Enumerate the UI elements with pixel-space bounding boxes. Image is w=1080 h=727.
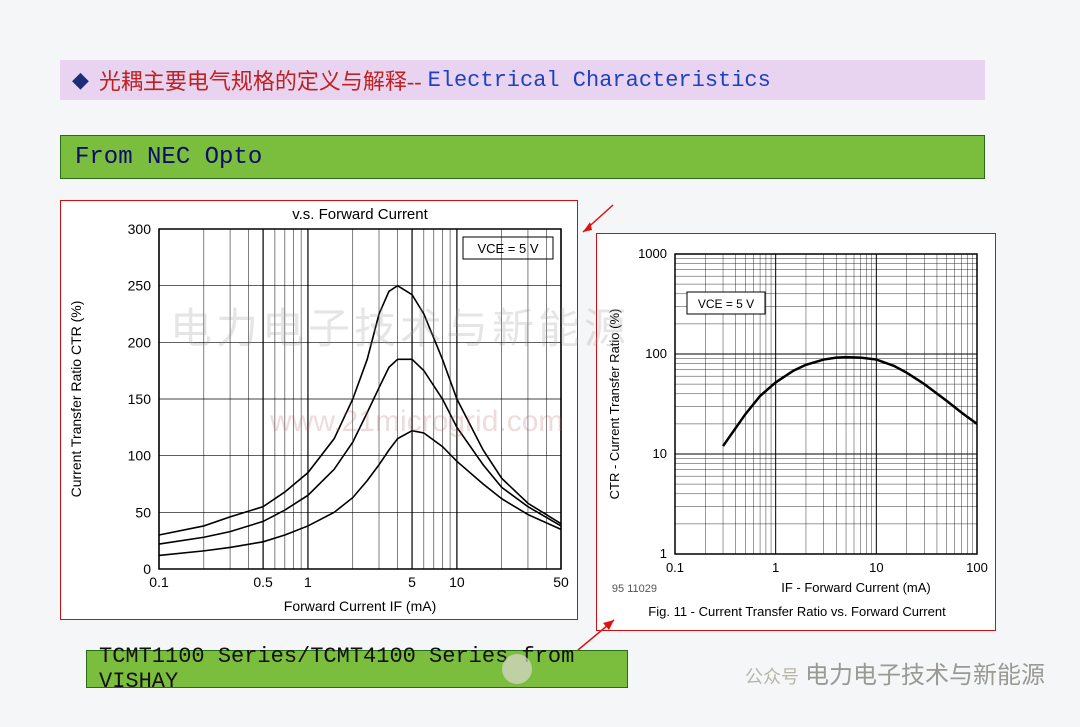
svg-text:1000: 1000 [638, 246, 667, 261]
svg-text:VCE = 5 V: VCE = 5 V [477, 241, 538, 256]
footer-main: 电力电子技术与新能源 [805, 663, 1045, 689]
svg-text:1: 1 [304, 574, 312, 590]
svg-text:10: 10 [653, 446, 667, 461]
svg-text:95 11029: 95 11029 [612, 583, 657, 595]
svg-text:250: 250 [128, 278, 152, 294]
source1-text: From NEC Opto [75, 144, 262, 171]
chart2-svg: 0.11101001101001000VCE = 5 VIF - Forward… [597, 234, 997, 632]
svg-text:100: 100 [128, 448, 152, 464]
chart1-container: v.s. Forward CurrentVCE = 5 V05010015020… [60, 200, 578, 620]
footer-watermark: 公众号 电力电子技术与新能源 [745, 655, 1045, 690]
wechat-icon [502, 654, 532, 684]
source-label-nec: From NEC Opto [60, 135, 985, 179]
title-cn: 光耦主要电气规格的定义与解释-- [99, 64, 422, 96]
chart1-svg: v.s. Forward CurrentVCE = 5 V05010015020… [61, 201, 579, 621]
svg-text:VCE = 5 V: VCE = 5 V [698, 297, 754, 311]
source2-text: TCMT1100 Series/TCMT4100 Series from VIS… [99, 644, 627, 694]
svg-text:50: 50 [553, 574, 569, 590]
svg-text:0.5: 0.5 [253, 574, 273, 590]
svg-text:10: 10 [449, 574, 465, 590]
svg-text:150: 150 [128, 391, 152, 407]
svg-text:100: 100 [966, 560, 988, 575]
svg-text:1: 1 [772, 560, 779, 575]
svg-text:Fig. 11 - Current Transfer Rat: Fig. 11 - Current Transfer Ratio vs. For… [648, 604, 946, 619]
svg-text:0.1: 0.1 [666, 560, 684, 575]
svg-text:5: 5 [408, 574, 416, 590]
svg-text:0.1: 0.1 [149, 574, 169, 590]
svg-text:CTR - Current Transfer Ratio (: CTR - Current Transfer Ratio (%) [607, 309, 622, 500]
title-en: Electrical Characteristics [428, 68, 771, 93]
svg-text:Forward Current IF (mA): Forward Current IF (mA) [284, 598, 436, 614]
svg-text:v.s. Forward Current: v.s. Forward Current [292, 206, 428, 223]
title-header: ◆ 光耦主要电气规格的定义与解释-- Electrical Characteri… [60, 60, 985, 100]
svg-text:Current Transfer Ratio CTR (%: Current Transfer Ratio CTR (%) [68, 301, 84, 498]
footer-prefix: 公众号 [745, 667, 799, 687]
svg-text:10: 10 [869, 560, 883, 575]
svg-text:1: 1 [660, 546, 667, 561]
svg-text:IF - Forward Current (mA): IF - Forward Current (mA) [781, 580, 931, 595]
svg-text:200: 200 [128, 334, 152, 350]
svg-text:300: 300 [128, 221, 152, 237]
chart2-container: 0.11101001101001000VCE = 5 VIF - Forward… [596, 233, 996, 631]
svg-text:100: 100 [645, 346, 667, 361]
svg-text:50: 50 [135, 504, 151, 520]
source-label-vishay: TCMT1100 Series/TCMT4100 Series from VIS… [86, 650, 628, 688]
arrow-icon [578, 200, 618, 240]
bullet-icon: ◆ [72, 67, 89, 93]
